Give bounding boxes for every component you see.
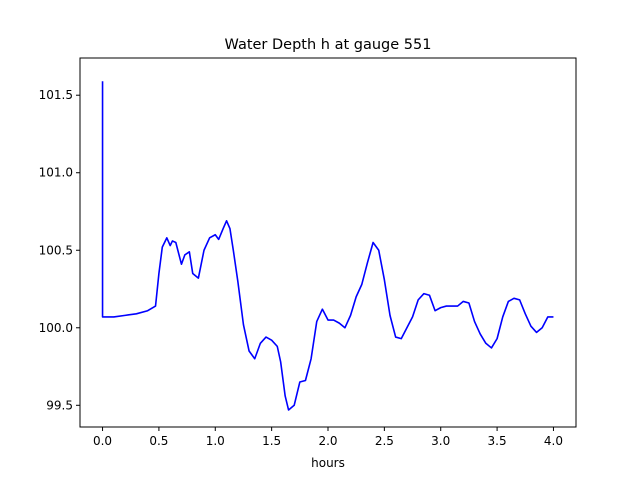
x-tick-label: 1.0 (206, 434, 225, 448)
x-tick-label: 2.0 (318, 434, 337, 448)
x-tick-label: 2.5 (375, 434, 394, 448)
y-tick-label: 100.0 (39, 321, 73, 335)
y-tick-label: 99.5 (46, 398, 73, 412)
x-tick-label: 0.0 (93, 434, 112, 448)
axes: 0.0 0.5 1.0 1.5 2.0 2.5 3.0 3.5 4.0 99.5 100.0 100.… (39, 57, 577, 448)
x-tick-label: 3.0 (431, 434, 450, 448)
x-tick-label: 1.5 (262, 434, 281, 448)
y-tick-label: 100.5 (39, 243, 73, 257)
x-tick-label: 4.0 (544, 434, 563, 448)
x-tick-label: 3.5 (488, 434, 507, 448)
plot-area (101, 81, 554, 411)
x-tick-label: 0.5 (149, 434, 168, 448)
x-axis-label: hours (311, 456, 345, 470)
series-line-0 (101, 81, 554, 411)
chart-title: Water Depth h at gauge 551 (225, 37, 432, 53)
y-tick-label: 101.5 (39, 88, 73, 102)
y-tick-label: 101.0 (39, 166, 73, 180)
